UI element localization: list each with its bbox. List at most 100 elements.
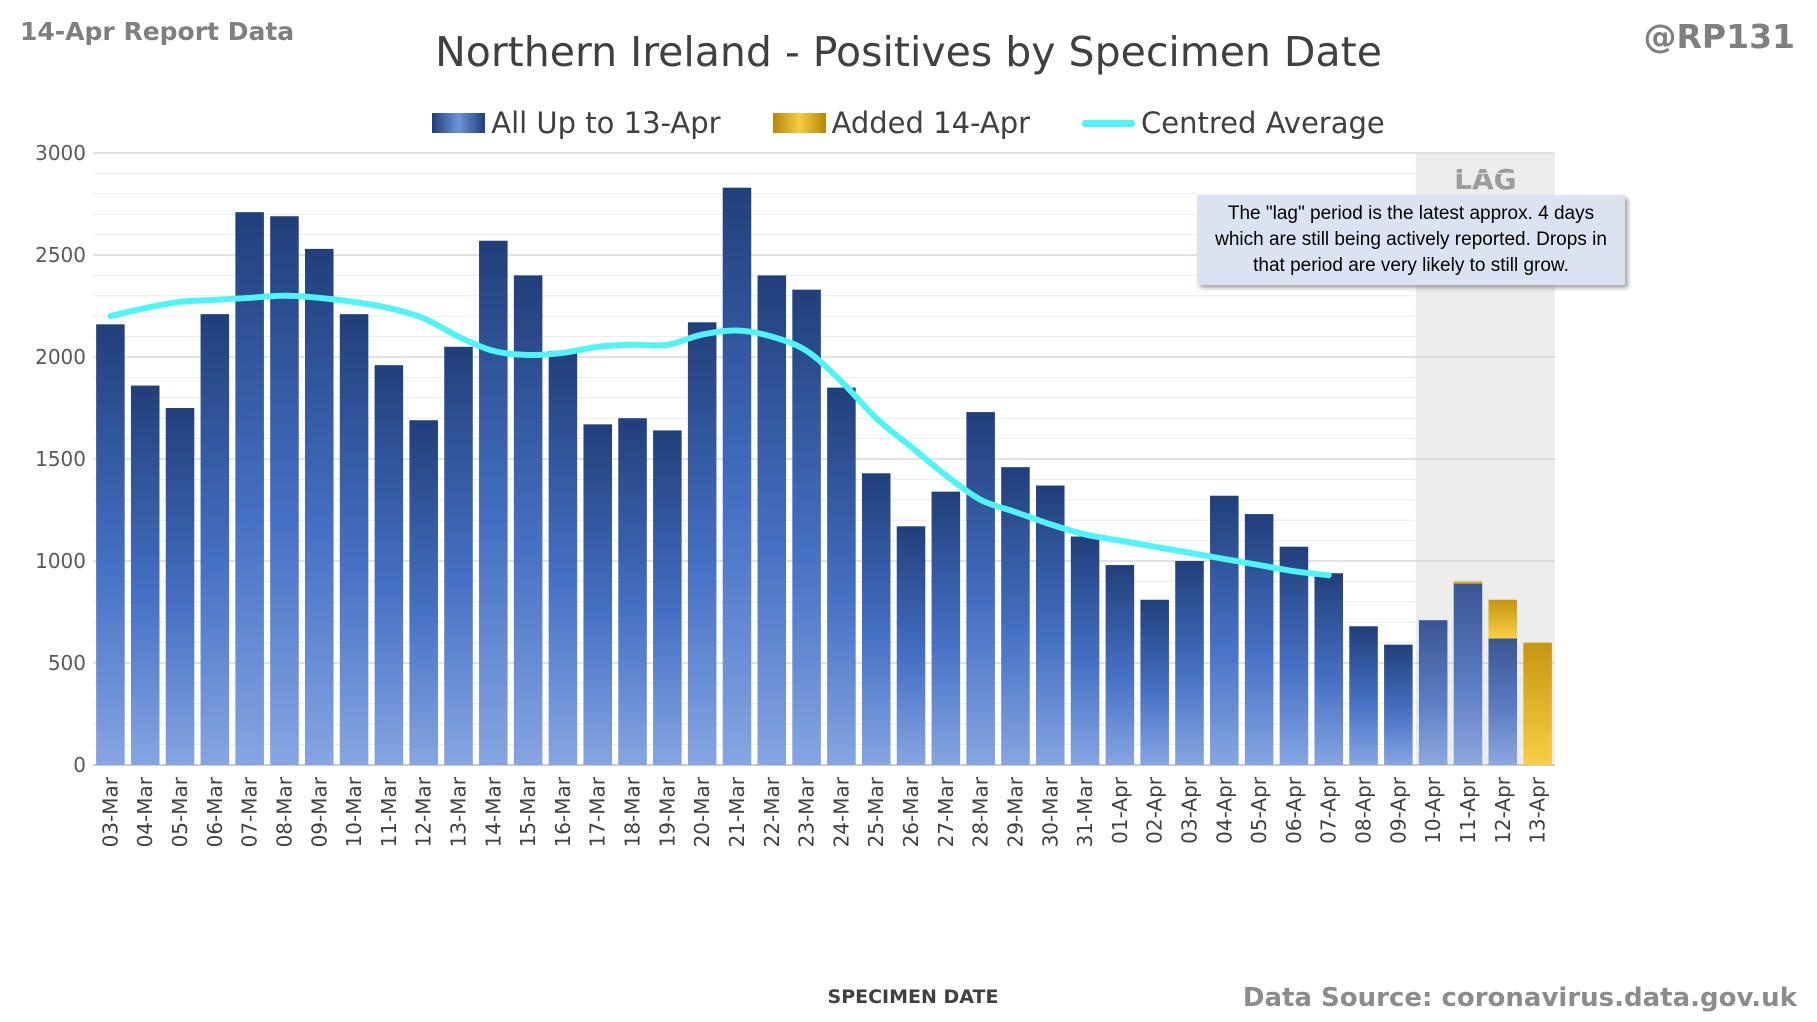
bar-all-up-to-08-Mar (270, 216, 299, 766)
x-tick-label: 24-Mar (829, 776, 853, 847)
x-tick-label: 31-Mar (1073, 776, 1097, 847)
legend-swatch-line (1082, 119, 1136, 127)
bar-all-up-to-28-Mar (966, 412, 995, 765)
x-tick-label: 12-Apr (1491, 776, 1515, 844)
bar-all-up-to-12-Apr (1488, 638, 1518, 765)
y-tick-label: 2000 (35, 345, 86, 369)
y-tick-label: 500 (48, 651, 86, 675)
legend-swatch-blue (432, 113, 486, 133)
data-source-label: Data Source: coronavirus.data.gov.uk (1242, 983, 1797, 1013)
bar-all-up-to-13-Mar (444, 346, 473, 765)
x-tick-label: 23-Mar (795, 776, 819, 847)
bar-all-up-to-26-Mar (896, 526, 926, 765)
bar-all-up-to-10-Apr (1418, 620, 1448, 765)
x-tick-label: 07-Apr (1317, 776, 1341, 844)
y-tick-label: 3000 (35, 141, 86, 165)
legend-swatch-gold (772, 113, 826, 133)
bar-all-up-to-06-Mar (200, 314, 230, 765)
bar-all-up-to-04-Mar (130, 385, 160, 765)
bar-all-up-to-16-Mar (548, 350, 578, 765)
bar-all-up-to-06-Apr (1279, 546, 1309, 765)
x-tick-label: 10-Apr (1421, 776, 1445, 844)
x-tick-label: 17-Mar (586, 776, 610, 847)
x-tick-label: 07-Mar (238, 776, 262, 847)
bar-all-up-to-27-Mar (931, 491, 961, 765)
bar-all-up-to-30-Mar (1035, 485, 1065, 765)
x-tick-label: 11-Mar (377, 776, 401, 847)
author-handle: @RP131 (1643, 17, 1795, 56)
x-tick-label: 06-Apr (1282, 776, 1306, 844)
x-tick-label: 26-Mar (899, 776, 923, 847)
x-tick-label: 16-Mar (551, 776, 575, 847)
bar-all-up-to-01-Apr (1105, 565, 1135, 765)
x-tick-label: 05-Apr (1247, 776, 1271, 844)
x-tick-label: 04-Mar (133, 776, 157, 847)
x-tick-label: 08-Mar (272, 776, 296, 847)
x-tick-label: 14-Mar (481, 776, 505, 847)
lag-label: LAG (1454, 163, 1517, 196)
x-tick-label: 19-Mar (655, 776, 679, 847)
x-axis-title: SPECIMEN DATE (827, 986, 999, 1008)
x-tick-label: 10-Mar (342, 776, 366, 847)
bar-all-up-to-25-Mar (861, 473, 891, 765)
bar-all-up-to-02-Apr (1140, 599, 1169, 765)
bar-all-up-to-22-Mar (757, 275, 787, 765)
x-tick-label: 06-Mar (203, 776, 227, 847)
bar-all-up-to-23-Mar (792, 289, 821, 765)
x-tick-label: 30-Mar (1038, 776, 1062, 847)
x-tick-label: 04-Apr (1212, 776, 1236, 844)
bar-all-up-to-08-Apr (1349, 626, 1378, 765)
bar-all-up-to-11-Apr (1453, 583, 1483, 765)
bar-all-up-to-07-Apr (1314, 573, 1344, 765)
x-tick-label: 20-Mar (690, 776, 714, 847)
x-tick-label: 02-Apr (1143, 776, 1167, 844)
bar-added-11-Apr (1453, 581, 1483, 584)
x-tick-label: 13-Mar (447, 776, 471, 847)
bar-all-up-to-12-Mar (409, 420, 438, 765)
bar-all-up-to-03-Mar (96, 324, 125, 765)
legend-item-all-up-to: All Up to 13-Apr (432, 106, 721, 140)
bar-all-up-to-14-Mar (479, 240, 508, 766)
chart-title: Northern Ireland - Positives by Specimen… (435, 28, 1382, 76)
y-tick-label: 1500 (35, 447, 86, 471)
bar-all-up-to-05-Mar (165, 408, 195, 765)
bar-all-up-to-20-Mar (687, 322, 717, 765)
lag-note: The "lag" period is the latest approx. 4… (1197, 195, 1625, 285)
x-tick-label: 12-Mar (412, 776, 436, 847)
x-tick-label: 25-Mar (864, 776, 888, 847)
x-tick-label: 13-Apr (1526, 776, 1550, 844)
x-tick-label: 09-Mar (307, 776, 331, 847)
bar-all-up-to-15-Mar (513, 275, 543, 765)
legend-label-centred-average: Centred Average (1141, 106, 1385, 140)
x-tick-label: 09-Apr (1386, 776, 1410, 844)
bar-all-up-to-03-Apr (1175, 561, 1204, 765)
bar-added-12-Apr (1488, 599, 1518, 639)
bar-all-up-to-09-Mar (304, 248, 334, 765)
x-tick-label: 18-Mar (621, 776, 645, 847)
bar-all-up-to-24-Mar (827, 387, 856, 765)
y-tick-label: 0 (73, 753, 86, 777)
legend-label-all-up-to: All Up to 13-Apr (491, 106, 721, 140)
bar-added-13-Apr (1523, 642, 1552, 765)
bar-all-up-to-18-Mar (618, 418, 647, 765)
x-tick-label: 03-Mar (98, 776, 122, 847)
x-tick-label: 21-Mar (725, 776, 749, 847)
bar-all-up-to-31-Mar (1070, 536, 1100, 765)
bar-all-up-to-07-Mar (235, 212, 264, 765)
x-tick-label: 15-Mar (516, 776, 540, 847)
x-tick-label: 03-Apr (1178, 776, 1202, 844)
bar-all-up-to-17-Mar (583, 424, 613, 765)
legend-item-added: Added 14-Apr (772, 106, 1030, 140)
x-tick-label: 29-Mar (1003, 776, 1027, 847)
bar-all-up-to-04-Apr (1210, 495, 1239, 765)
centred-average-line (107, 292, 1332, 579)
bar-all-up-to-10-Mar (339, 314, 369, 765)
bar-all-up-to-09-Apr (1384, 644, 1413, 765)
x-tick-label: 22-Mar (760, 776, 784, 847)
x-tick-label: 28-Mar (969, 776, 993, 847)
x-tick-label: 01-Apr (1108, 776, 1132, 844)
bar-all-up-to-11-Mar (374, 365, 404, 765)
legend: All Up to 13-Apr Added 14-Apr Centred Av… (0, 106, 1817, 140)
